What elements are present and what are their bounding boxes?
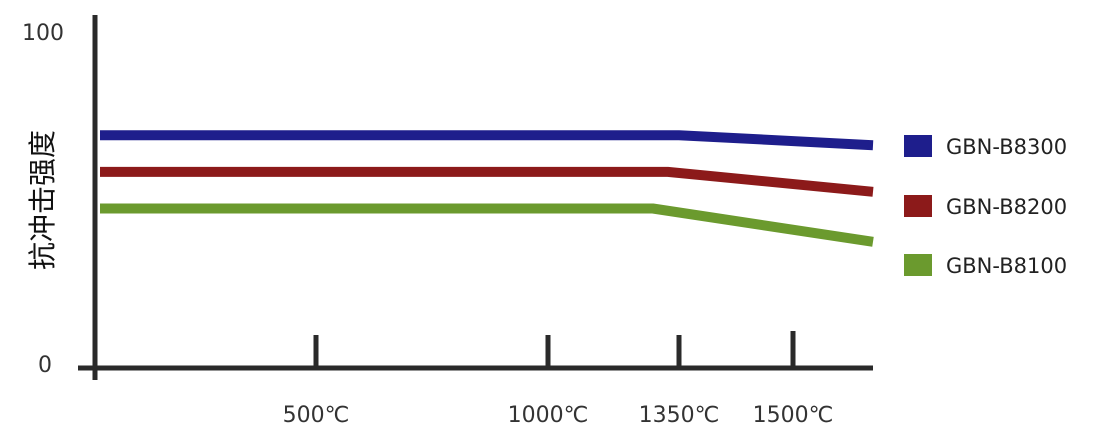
legend-label: GBN-B8200 — [946, 195, 1067, 219]
y-tick-label: 0 — [38, 353, 52, 378]
series-line-gbn-b8300 — [100, 130, 874, 151]
x-tick-label: 1500℃ — [753, 403, 834, 428]
x-tick-label: 1000℃ — [508, 403, 589, 428]
series-layer — [100, 130, 874, 247]
legend-label: GBN-B8300 — [946, 135, 1067, 159]
y-axis-label-text: 抗冲击强度 — [26, 130, 59, 270]
legend-swatch — [904, 195, 932, 217]
y-axis-label: 抗冲击强度 — [26, 130, 59, 270]
axes: 0 100 500℃ 1000℃ 1350℃ 1500℃ — [22, 15, 873, 428]
legend-swatch — [904, 254, 932, 276]
x-tick-label: 1350℃ — [639, 403, 720, 428]
legend: GBN-B8300 GBN-B8200 GBN-B8100 — [904, 135, 1067, 278]
series-line-gbn-b8200 — [100, 166, 874, 197]
y-tick-label: 100 — [22, 21, 64, 46]
legend-label: GBN-B8100 — [946, 254, 1067, 278]
legend-swatch — [904, 135, 932, 157]
series-line-gbn-b8100 — [100, 203, 874, 247]
x-tick-label: 500℃ — [283, 403, 350, 428]
